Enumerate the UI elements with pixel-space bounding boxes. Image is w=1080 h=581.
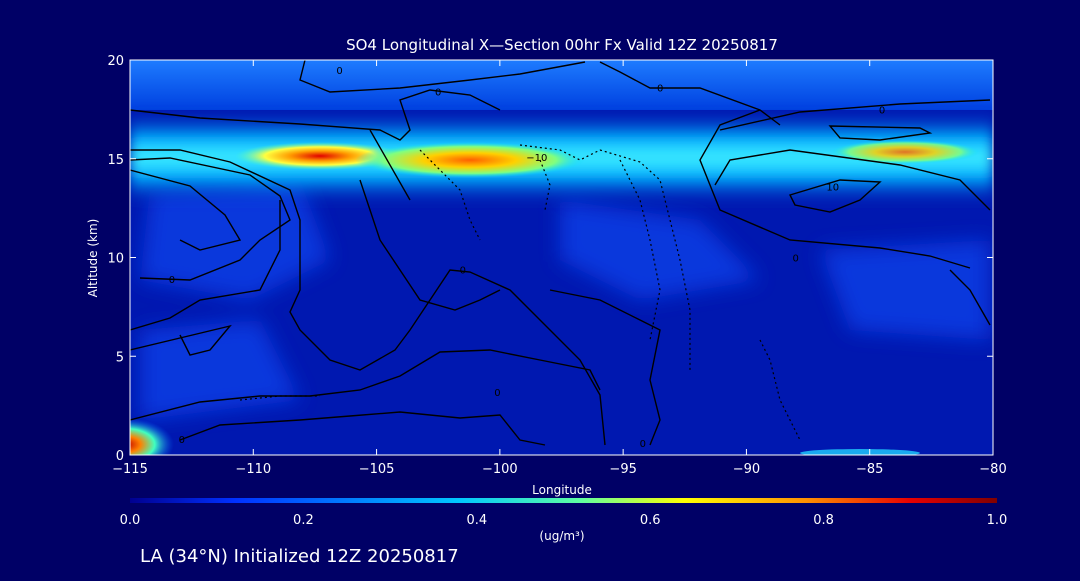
- field-surface-plume: [130, 418, 182, 455]
- field-upper-layer: [130, 60, 993, 110]
- contour-label: 0: [640, 439, 646, 450]
- colorbar-tick-label: 0.2: [293, 513, 314, 528]
- colorbar-tick-label: 0.0: [120, 513, 141, 528]
- field-surface-east: [800, 449, 920, 455]
- colorbar-tick-label: 0.6: [640, 513, 661, 528]
- contour-label: 0: [879, 105, 885, 116]
- field-core-east: [830, 140, 980, 164]
- colorbar-ticks: 0.0 0.2 0.4 0.6 0.8 1.0: [120, 513, 1008, 528]
- colorbar-unit-label: (ug/m³): [539, 529, 584, 543]
- y-tick-label: 5: [116, 350, 124, 365]
- contour-label: 0: [169, 275, 175, 286]
- colorbar-tick-label: 0.4: [466, 513, 487, 528]
- x-tick-label: −115: [112, 462, 148, 477]
- x-tick-label: −105: [359, 462, 395, 477]
- x-tick-label: −90: [733, 462, 760, 477]
- contour-label: 10: [826, 182, 839, 193]
- contour-label: 0: [179, 435, 185, 446]
- contour-label: 0: [657, 84, 663, 95]
- x-tick-label: −100: [482, 462, 518, 477]
- y-tick-label: 15: [107, 153, 124, 168]
- footer-location-text: LA (34°N) Initialized 12Z 20250817: [140, 546, 459, 567]
- contour-labels: 0 0 0 0 −10 10 0 0 0 0 0 0: [169, 66, 886, 450]
- contour-lines-dotted: [239, 144, 801, 441]
- x-tick-label: −110: [235, 462, 271, 477]
- contour-label: −10: [526, 153, 547, 164]
- contour-label: 0: [793, 254, 799, 265]
- contour-label: 0: [435, 88, 441, 99]
- colorbar: [130, 498, 997, 503]
- x-tick-label: −95: [609, 462, 636, 477]
- y-axis-label: Altitude (km): [86, 219, 100, 298]
- x-tick-label: −85: [856, 462, 883, 477]
- x-axis-label: Longitude: [532, 483, 592, 497]
- contour-lines: [130, 60, 991, 446]
- y-tick-label: 20: [107, 54, 124, 69]
- x-axis: −115 −110 −105 −100 −95 −90 −85 −80: [112, 60, 1007, 477]
- contour-label: 0: [460, 265, 466, 276]
- contour-label: 0: [494, 388, 500, 399]
- colorbar-tick-label: 1.0: [987, 513, 1008, 528]
- x-tick-label: −80: [979, 462, 1006, 477]
- y-tick-label: 10: [107, 252, 124, 267]
- contour-label: 0: [336, 66, 342, 77]
- y-axis: 0 5 10 15 20: [107, 54, 993, 464]
- field-core-central: [355, 142, 585, 178]
- y-tick-label: 0: [116, 449, 124, 464]
- chart-title: SO4 Longitudinal X—Section 00hr Fx Valid…: [346, 36, 778, 54]
- colorbar-tick-label: 0.8: [813, 513, 834, 528]
